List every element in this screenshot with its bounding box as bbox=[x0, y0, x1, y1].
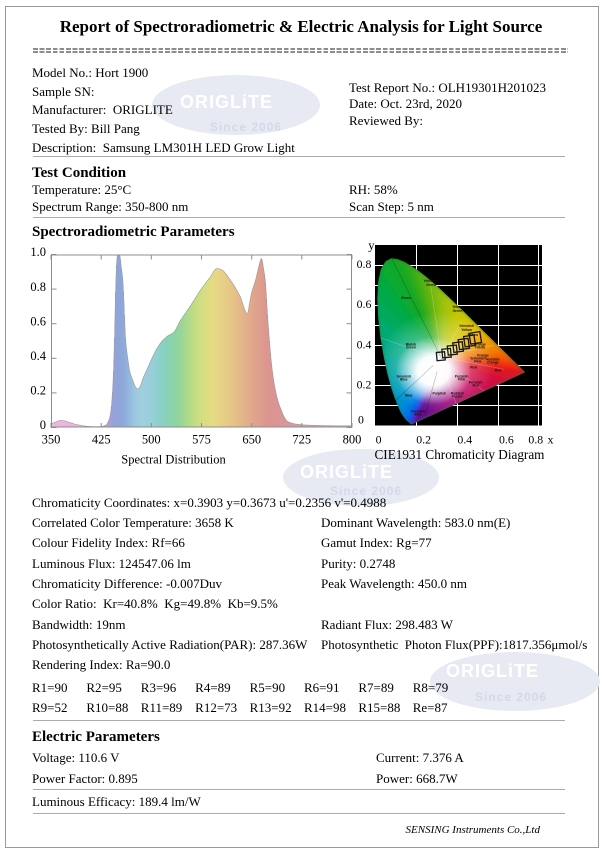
svg-text:Greenish: Greenish bbox=[396, 374, 411, 378]
svg-text:Purplish: Purplish bbox=[455, 374, 469, 378]
svg-text:425: 425 bbox=[92, 433, 111, 447]
svg-text:0: 0 bbox=[358, 413, 364, 427]
svg-text:Pink: Pink bbox=[470, 365, 477, 369]
svg-text:Red: Red bbox=[472, 383, 478, 387]
svg-text:1.0: 1.0 bbox=[30, 245, 46, 259]
svg-text:Green: Green bbox=[406, 345, 416, 349]
svg-text:0.2: 0.2 bbox=[30, 384, 46, 398]
svg-text:0.8: 0.8 bbox=[528, 433, 543, 447]
svg-text:0.8: 0.8 bbox=[30, 280, 46, 294]
svg-text:0.6: 0.6 bbox=[499, 433, 514, 447]
svg-text:Blue: Blue bbox=[414, 413, 421, 417]
svg-text:Orange: Orange bbox=[477, 353, 489, 357]
svg-text:Orange: Orange bbox=[474, 342, 486, 346]
svg-text:0.2: 0.2 bbox=[357, 377, 372, 391]
svg-text:0.6: 0.6 bbox=[357, 297, 372, 311]
svg-text:0.6: 0.6 bbox=[30, 314, 46, 328]
svg-text:y: y bbox=[368, 239, 375, 253]
svg-text:0: 0 bbox=[376, 433, 382, 447]
svg-text:Reddish: Reddish bbox=[486, 357, 499, 361]
svg-text:575: 575 bbox=[192, 433, 211, 447]
svg-text:Blue: Blue bbox=[405, 393, 412, 397]
svg-text:Yellowish: Yellowish bbox=[423, 279, 438, 283]
svg-text:Yellow: Yellow bbox=[461, 328, 472, 332]
svg-text:Reddish: Reddish bbox=[451, 391, 464, 395]
svg-text:650: 650 bbox=[242, 433, 261, 447]
svg-text:CIE1931 Chromaticity Diagram: CIE1931 Chromaticity Diagram bbox=[375, 447, 546, 462]
svg-text:Pink: Pink bbox=[458, 377, 465, 381]
svg-text:800: 800 bbox=[343, 433, 362, 447]
svg-text:0.2: 0.2 bbox=[416, 433, 431, 447]
svg-text:Blue: Blue bbox=[400, 377, 407, 381]
svg-text:Purplish: Purplish bbox=[411, 410, 425, 414]
svg-text:350: 350 bbox=[42, 433, 61, 447]
svg-text:Green: Green bbox=[401, 296, 411, 300]
svg-text:0.8: 0.8 bbox=[357, 257, 372, 271]
svg-text:500: 500 bbox=[142, 433, 161, 447]
svg-text:x: x bbox=[548, 433, 554, 447]
svg-text:Purplish: Purplish bbox=[433, 391, 447, 395]
svg-text:0.4: 0.4 bbox=[357, 337, 372, 351]
svg-text:Yellowish: Yellowish bbox=[470, 356, 485, 360]
svg-text:Red: Red bbox=[495, 368, 501, 372]
svg-text:0: 0 bbox=[40, 418, 46, 432]
svg-text:0.4: 0.4 bbox=[457, 433, 472, 447]
svg-text:Spectral Distribution: Spectral Distribution bbox=[121, 453, 226, 467]
svg-text:Green: Green bbox=[453, 309, 463, 313]
svg-text:Pink: Pink bbox=[474, 359, 481, 363]
svg-text:Purplish: Purplish bbox=[469, 380, 483, 384]
svg-text:Yellow: Yellow bbox=[475, 345, 486, 349]
svg-text:725: 725 bbox=[292, 433, 311, 447]
svg-text:Orange: Orange bbox=[487, 360, 499, 364]
svg-text:0.4: 0.4 bbox=[30, 349, 46, 363]
svg-text:Green: Green bbox=[426, 283, 436, 287]
svg-text:Greenish: Greenish bbox=[459, 324, 474, 328]
svg-text:Bluish: Bluish bbox=[406, 342, 416, 346]
svg-text:Yellow: Yellow bbox=[452, 305, 463, 309]
svg-text:Purple: Purple bbox=[452, 394, 463, 398]
